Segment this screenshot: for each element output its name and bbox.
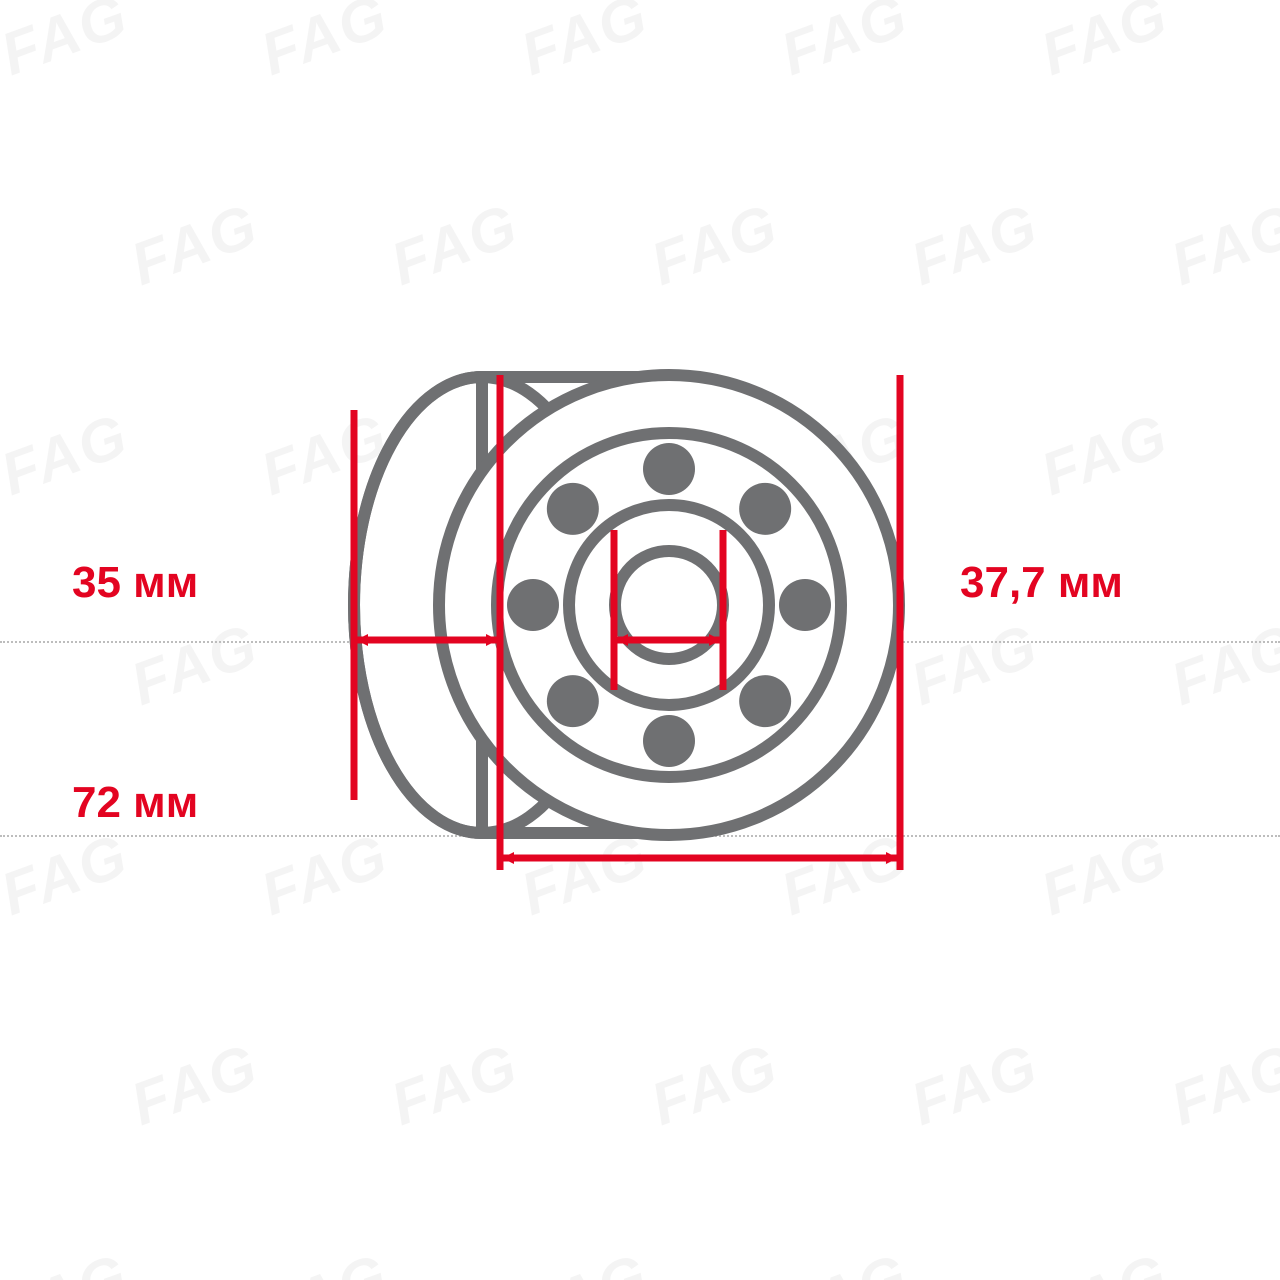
dimension-label-outer: 72 мм [72,778,198,828]
bearing-diagram [0,0,1280,1280]
dimension-label-bore: 37,7 мм [960,558,1123,608]
dimension-label-width: 35 мм [72,558,198,608]
bearing-outline [354,375,899,835]
